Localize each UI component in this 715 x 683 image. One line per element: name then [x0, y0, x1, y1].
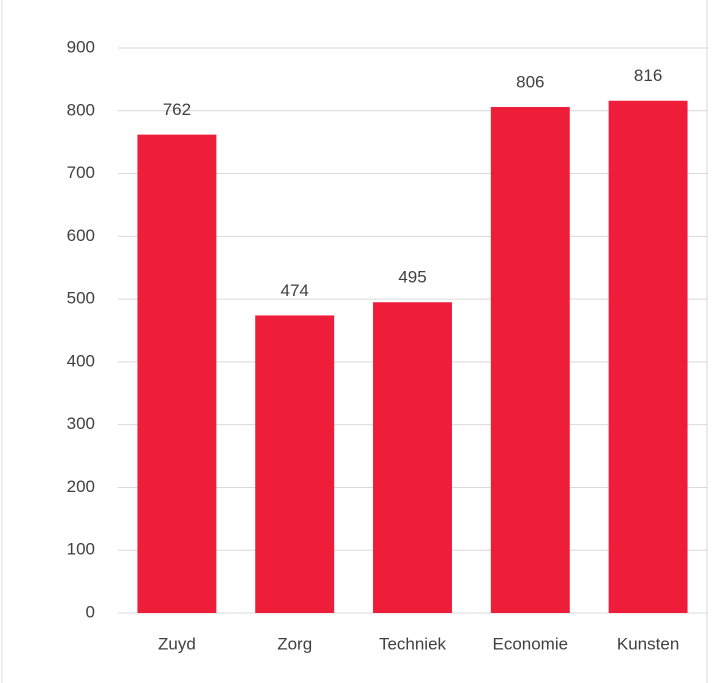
x-tick-label: Techniek — [379, 634, 447, 653]
y-tick-label: 400 — [67, 351, 95, 370]
bar — [255, 315, 335, 613]
x-tick-label: Zorg — [277, 634, 312, 653]
y-tick-label: 600 — [67, 226, 95, 245]
bar — [373, 302, 452, 613]
y-tick-label: 800 — [67, 100, 95, 119]
data-label: 495 — [398, 268, 426, 287]
x-tick-label: Kunsten — [617, 634, 679, 653]
y-tick-label: 300 — [67, 414, 95, 433]
y-tick-label: 500 — [67, 289, 95, 308]
y-tick-label: 100 — [67, 540, 95, 559]
bar — [490, 107, 570, 613]
data-label: 816 — [634, 66, 662, 85]
bar — [608, 100, 688, 613]
y-tick-label: 700 — [67, 163, 95, 182]
data-label: 474 — [281, 281, 309, 300]
bar — [137, 134, 217, 613]
data-label: 762 — [163, 100, 191, 119]
x-tick-label: Economie — [492, 634, 568, 653]
data-label: 806 — [516, 72, 544, 91]
y-tick-label: 200 — [67, 477, 95, 496]
y-tick-label: 0 — [86, 602, 95, 621]
x-tick-label: Zuyd — [158, 634, 196, 653]
y-tick-label: 900 — [67, 37, 95, 56]
